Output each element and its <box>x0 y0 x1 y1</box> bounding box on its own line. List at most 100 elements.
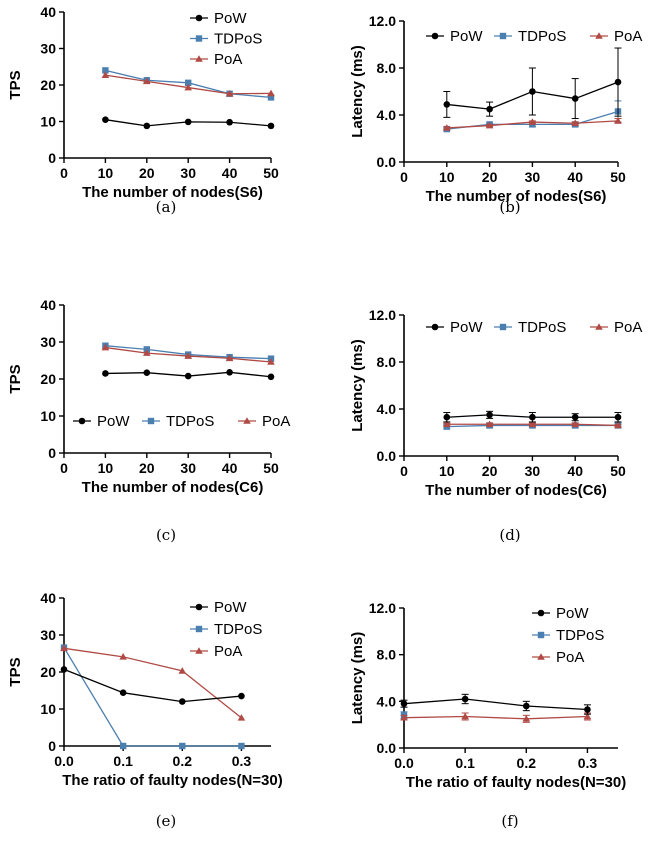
y-tick-label: 0.0 <box>377 154 397 170</box>
legend-marker-pow <box>195 14 203 22</box>
data-point-pow <box>443 101 451 108</box>
data-point-poa <box>571 420 579 428</box>
x-axis-label: The number of nodes(C6) <box>425 482 607 499</box>
x-tick-label: 30 <box>525 169 541 185</box>
x-tick-label: 0 <box>400 169 408 185</box>
x-tick-label: 0.3 <box>232 753 252 769</box>
data-point-poa <box>443 420 451 428</box>
x-tick-label: 40 <box>222 165 238 181</box>
data-point-pow <box>571 95 579 102</box>
legend-marker-pow <box>195 603 203 611</box>
series-poa <box>60 644 246 721</box>
chart-panel-e: 0 10 20 30 40 0.0 0.1 0.2 0.3 The ratio of faulty… <box>7 590 283 830</box>
legend-label-pow: PoW <box>450 28 483 45</box>
data-point-poa <box>571 119 579 127</box>
legend-marker-tdpos <box>499 32 507 40</box>
legend-label-poa: PoA <box>556 649 584 666</box>
legend-marker-pow <box>537 609 545 617</box>
x-tick-label: 50 <box>610 169 626 185</box>
data-point-pow <box>184 372 192 380</box>
y-axis-label: Latency (ms) <box>349 632 366 725</box>
x-tick-label: 0.2 <box>173 753 193 769</box>
data-point-poa <box>143 77 151 85</box>
chart-panel-c: 0 10 20 30 40 0 10 20 30 40 50 The number of nodes(… <box>7 297 290 544</box>
legend-label-pow: PoW <box>97 413 130 430</box>
legend-label-tdpos: TDPoS <box>518 28 566 45</box>
series-line-poa <box>403 715 588 720</box>
data-point-tdpos <box>119 742 127 750</box>
data-point-poa <box>528 420 537 428</box>
series-pow <box>102 116 275 130</box>
series-line-pow <box>63 668 242 703</box>
data-point-pow <box>443 413 451 421</box>
x-tick-label: 0 <box>60 165 68 181</box>
legend: PoW TDPoS PoA <box>190 599 262 660</box>
legend-marker-tdpos <box>537 631 545 639</box>
panel-caption: (f) <box>501 812 518 830</box>
legend-marker-pow <box>431 32 439 40</box>
series-poa <box>101 71 275 97</box>
x-tick-label: 10 <box>439 463 455 479</box>
data-point-pow <box>461 695 469 703</box>
data-point-poa <box>237 714 246 721</box>
data-point-pow <box>102 370 109 377</box>
y-tick-label: 20 <box>40 664 56 680</box>
legend-label-tdpos: TDPoS <box>166 413 214 430</box>
data-point-poa <box>184 352 192 359</box>
series-poa <box>443 420 622 429</box>
data-point-pow <box>522 702 530 710</box>
data-point-pow <box>119 689 127 697</box>
x-tick-label: 20 <box>139 165 155 181</box>
legend-label-tdpos: TDPoS <box>556 627 604 644</box>
data-point-poa <box>614 117 622 124</box>
data-point-pow <box>267 122 275 130</box>
data-point-pow <box>614 78 622 86</box>
legend: PoW TDPoS PoA <box>426 28 642 45</box>
panel-caption: (a) <box>156 198 177 216</box>
data-point-pow <box>143 369 151 377</box>
data-point-poa <box>101 71 110 78</box>
series-pow <box>443 47 622 120</box>
y-axis-label: TPS <box>7 364 24 393</box>
data-point-poa <box>101 343 110 351</box>
y-tick-label: 0.0 <box>377 740 397 756</box>
series-pow <box>102 369 275 381</box>
data-point-pow <box>184 118 192 126</box>
x-tick-label: 0.3 <box>578 755 598 771</box>
x-tick-label: 0.0 <box>394 755 414 771</box>
x-tick-label: 50 <box>610 463 626 479</box>
y-tick-label: 8.0 <box>377 647 397 663</box>
y-tick-label: 20 <box>40 77 56 93</box>
x-axis-label: The ratio of faulty nodes(N=30) <box>406 774 626 791</box>
chart-panel-f: 0.0 4.0 8.0 12.0 0.0 0.1 0.2 0.3 The ratio of fa… <box>349 600 626 830</box>
legend-marker-poa <box>595 32 603 39</box>
x-tick-label: 30 <box>180 165 196 181</box>
y-tick-label: 8.0 <box>377 354 397 370</box>
legend: PoW TDPoS PoA <box>532 605 604 666</box>
data-point-pow <box>102 116 109 123</box>
legend: PoW TDPoS PoA <box>73 413 290 430</box>
data-point-poa <box>614 421 622 429</box>
legend-marker-tdpos <box>499 323 507 331</box>
data-point-pow <box>226 369 233 376</box>
data-point-tdpos <box>102 67 109 74</box>
x-axis-label: The number of nodes(S6) <box>426 188 607 205</box>
legend-label-tdpos: TDPoS <box>214 621 262 638</box>
x-tick-label: 10 <box>98 460 114 476</box>
x-tick-label: 40 <box>222 460 238 476</box>
data-point-poa <box>485 420 494 428</box>
y-axis-label: TPS <box>7 657 24 686</box>
x-axis-label: The number of nodes(C6) <box>82 479 264 496</box>
legend: PoW TDPoS PoA <box>426 319 642 336</box>
data-point-poa <box>267 358 275 365</box>
y-tick-label: 20 <box>40 371 56 387</box>
x-axis-label: The ratio of faulty nodes(N=30) <box>62 772 282 789</box>
y-tick-label: 30 <box>40 627 56 643</box>
legend-marker-poa <box>195 647 203 654</box>
legend-label-tdpos: TDPoS <box>214 31 262 48</box>
series-poa <box>101 343 275 365</box>
x-tick-label: 40 <box>567 463 583 479</box>
x-tick-label: 40 <box>567 169 583 185</box>
